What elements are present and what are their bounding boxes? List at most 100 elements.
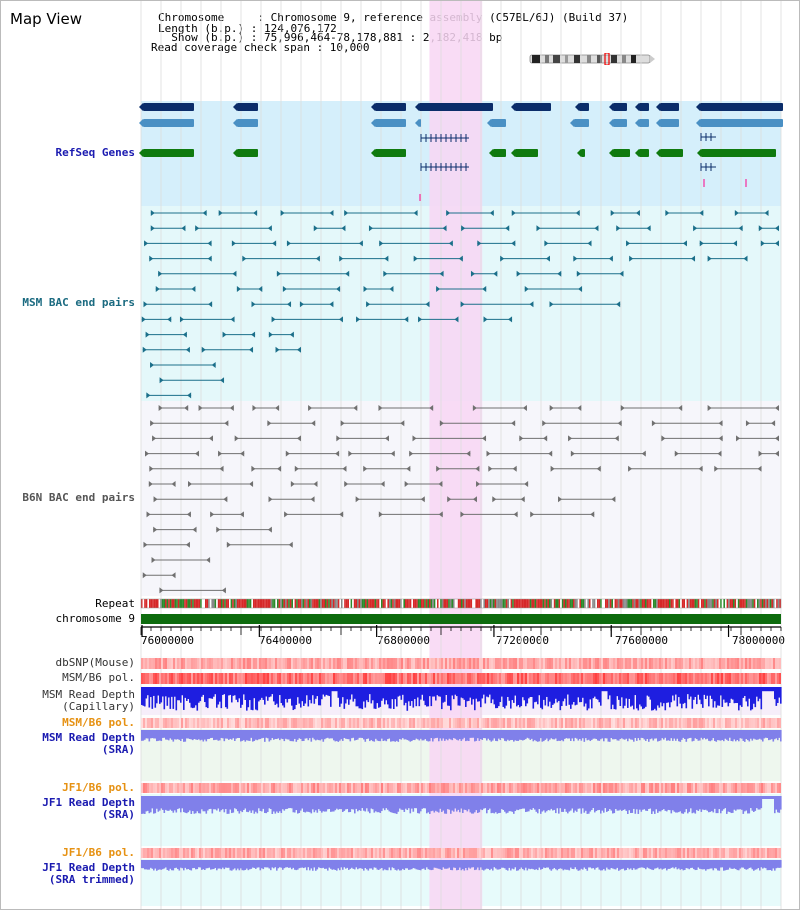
snp-density-cell [637, 658, 639, 669]
read-depth-bar [310, 796, 313, 814]
read-depth-bar [300, 687, 302, 708]
read-depth-bar [265, 730, 268, 738]
read-depth-bar [651, 796, 653, 814]
polymorphism-cell [773, 783, 775, 793]
read-depth-bar [672, 687, 674, 696]
bac-end-marker [614, 435, 619, 442]
chromosome-ideogram[interactable] [529, 53, 657, 65]
repeat-element [278, 599, 281, 608]
snp-density-cell [291, 658, 293, 669]
read-depth-bar [396, 860, 398, 871]
repeat-element [496, 599, 498, 608]
read-depth-bar [259, 796, 262, 811]
polymorphism-cell [157, 718, 159, 728]
read-depth-bar [750, 687, 752, 711]
polymorphism-cell [283, 848, 285, 858]
bac-end-marker [438, 481, 443, 487]
read-depth-bar [487, 796, 490, 811]
repeat-element [213, 599, 215, 608]
polymorphism-cell [447, 783, 449, 793]
polymorphism-cell [659, 718, 661, 728]
snp-density-cell [583, 658, 585, 669]
repeat-element [406, 599, 409, 608]
repeat-element [701, 599, 703, 608]
polymorphism-cell [141, 783, 143, 793]
read-depth-bar [640, 730, 643, 738]
bac-end-marker [511, 240, 516, 247]
polymorphism-cell [581, 783, 583, 793]
polymorphism-cell [209, 718, 211, 728]
snp-density-cell [519, 658, 521, 669]
read-depth-bar [624, 687, 626, 706]
repeat-element [357, 599, 359, 608]
snp-density-cell [345, 658, 347, 669]
read-depth-bar [148, 687, 151, 708]
read-depth-bar [747, 796, 749, 814]
read-depth-bar [243, 796, 245, 811]
bac-end-marker [249, 481, 254, 487]
repeat-element [757, 599, 759, 608]
polymorphism-cell [769, 848, 771, 858]
polymorphism-cell [737, 718, 739, 728]
polymorphism-cell [415, 848, 417, 858]
bac-end-marker [268, 496, 273, 503]
repeat-element [558, 599, 561, 608]
polymorphism-cell [739, 848, 741, 858]
read-depth-bar [636, 860, 638, 870]
read-depth-bar [537, 796, 539, 814]
read-depth-bar [742, 730, 745, 741]
read-depth-bar [621, 796, 623, 811]
bac-end-marker [458, 255, 463, 262]
snp-density-cell [553, 658, 555, 669]
polymorphism-cell [307, 718, 309, 728]
snp-density-cell [467, 658, 469, 669]
snp-density-cell [547, 658, 549, 669]
polymorphism-cell [617, 673, 619, 684]
bac-end-marker [218, 210, 223, 216]
polymorphism-cell [169, 848, 171, 858]
read-depth-bar [529, 730, 532, 740]
read-depth-bar [255, 730, 257, 740]
read-depth-bar [424, 687, 427, 706]
polymorphism-cell [697, 718, 699, 728]
polymorphism-cell [447, 718, 449, 728]
repeat-element [472, 599, 474, 608]
polymorphism-cell [217, 673, 219, 684]
read-depth-bar [163, 730, 166, 738]
read-depth-bar [411, 796, 413, 809]
repeat-element [560, 599, 562, 608]
polymorphism-cell [233, 718, 235, 728]
read-depth-bar [267, 860, 269, 868]
bac-end-marker [460, 511, 465, 518]
polymorphism-cell [367, 783, 369, 793]
read-depth-bar [505, 687, 508, 706]
polymorphism-cell [525, 718, 527, 728]
read-depth-bar [208, 730, 211, 739]
polymorphism-cell [749, 718, 751, 728]
read-depth-bar [760, 687, 763, 710]
bac-end-marker [251, 331, 256, 338]
read-depth-bar [594, 860, 596, 870]
read-depth-bar [304, 687, 307, 704]
snp-density-cell [307, 658, 309, 669]
snp-density-cell [251, 658, 253, 669]
polymorphism-cell [191, 673, 193, 684]
polymorphism-cell [697, 783, 699, 793]
repeat-element [181, 599, 183, 608]
read-depth-bar [399, 796, 401, 809]
snp-density-cell [215, 658, 217, 669]
bac-end-marker [146, 511, 151, 518]
polymorphism-cell [359, 673, 361, 684]
read-depth-bar [750, 730, 752, 739]
polymorphism-cell [743, 783, 745, 793]
repeat-element [478, 599, 481, 608]
bac-end-marker [271, 316, 276, 323]
repeat-element [179, 599, 181, 608]
read-depth-bar [253, 687, 256, 699]
read-depth-bar [454, 730, 457, 739]
polymorphism-cell [381, 718, 383, 728]
repeat-element [246, 599, 249, 608]
polymorphism-cell [601, 718, 603, 728]
read-depth-bar [547, 730, 550, 742]
